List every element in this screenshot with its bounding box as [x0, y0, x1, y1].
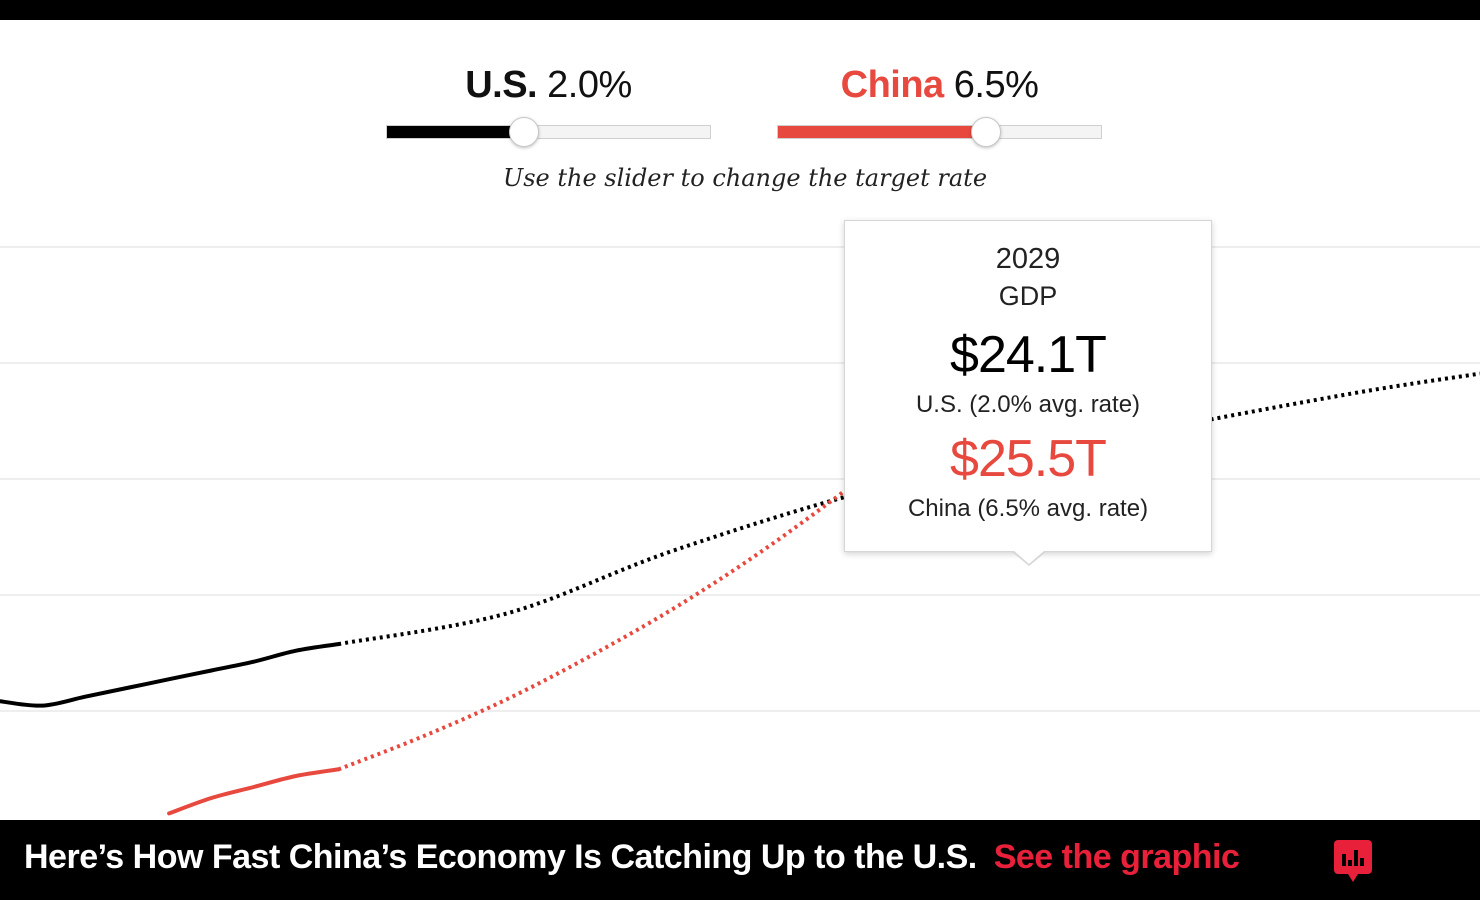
us-slider-fill — [387, 126, 523, 138]
us-slider-title: U.S. 2.0% — [386, 62, 711, 108]
tooltip-pointer-fill — [1013, 550, 1045, 564]
grid-lines — [0, 246, 1480, 712]
banner-headline: Here’s How Fast China’s Economy Is Catch… — [24, 838, 977, 876]
us-slider-track[interactable] — [386, 117, 711, 147]
tooltip-china-label: China (6.5% avg. rate) — [907, 495, 1149, 522]
us-slider-handle[interactable] — [508, 117, 539, 147]
chart-bubble-icon[interactable] — [1334, 840, 1372, 882]
gdp-line-chart — [0, 244, 1480, 816]
promo-banner[interactable]: Here’s How Fast China’s Economy Is Catch… — [0, 820, 1480, 900]
tooltip-us-label: U.S. (2.0% avg. rate) — [915, 391, 1141, 418]
see-graphic-link[interactable]: See the graphic — [993, 838, 1240, 876]
us-rate-value: 2.0% — [547, 64, 632, 106]
tooltip-china-value: $25.5T — [950, 430, 1107, 488]
china-rate-slider[interactable]: China 6.5% — [777, 62, 1102, 147]
tooltip-metric: GDP — [998, 281, 1058, 311]
slider-hint: Use the slider to change the target rate — [502, 164, 988, 192]
china-slider-handle[interactable] — [970, 117, 1001, 147]
china-slider-track[interactable] — [777, 117, 1102, 147]
us-label: U.S. — [465, 64, 538, 106]
china-projected-line — [337, 244, 1143, 772]
gdp-tooltip: 2029 GDP $24.1T U.S. (2.0% avg. rate) $2… — [844, 220, 1212, 566]
china-slider-fill — [778, 126, 985, 138]
china-label: China — [840, 64, 945, 106]
china-actual-line — [167, 767, 341, 816]
us-actual-line — [0, 642, 341, 708]
us-projected-line — [337, 371, 1480, 647]
china-rate-value: 6.5% — [953, 64, 1039, 106]
tooltip-year: 2029 — [995, 243, 1061, 275]
banner-headline-row: Here’s How Fast China’s Economy Is Catch… — [24, 838, 1240, 877]
top-bar — [0, 0, 1480, 20]
tooltip-us-value: $24.1T — [950, 326, 1107, 384]
china-slider-title: China 6.5% — [777, 62, 1102, 108]
series-lines — [0, 244, 1480, 816]
us-rate-slider[interactable]: U.S. 2.0% — [386, 62, 711, 147]
